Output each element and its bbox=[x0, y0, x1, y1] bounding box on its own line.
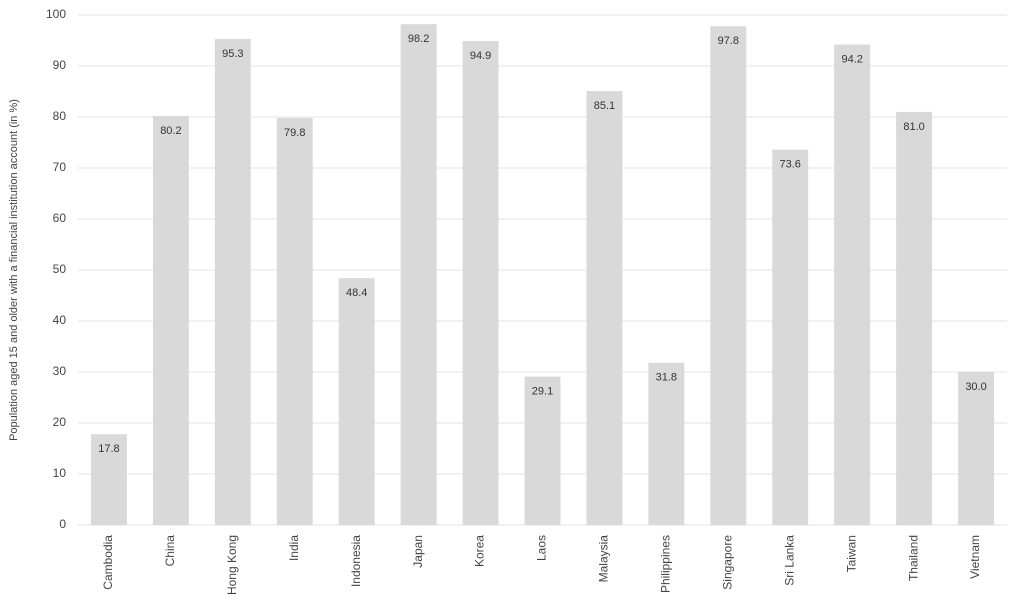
bar bbox=[834, 44, 871, 526]
value-label: 31.8 bbox=[656, 372, 677, 384]
value-label: 95.3 bbox=[222, 48, 243, 60]
x-tick-label: Philippines bbox=[659, 535, 673, 593]
value-label: 80.2 bbox=[160, 125, 181, 137]
y-tick-label: 90 bbox=[53, 58, 67, 72]
value-label: 73.6 bbox=[780, 159, 801, 171]
bar bbox=[896, 111, 933, 526]
x-tick-label: Thailand bbox=[906, 535, 920, 581]
y-tick-label: 0 bbox=[59, 517, 66, 531]
x-tick-label: Vietnam bbox=[968, 535, 982, 579]
value-label: 94.9 bbox=[470, 50, 491, 62]
bar bbox=[91, 434, 127, 525]
y-tick-label: 60 bbox=[53, 211, 67, 225]
bar bbox=[338, 278, 375, 525]
y-tick-label: 20 bbox=[53, 415, 67, 429]
bar bbox=[524, 376, 561, 525]
x-tick-label: Malaysia bbox=[597, 535, 611, 583]
bar bbox=[710, 26, 747, 525]
bar bbox=[276, 118, 313, 526]
x-tick-label: Hong Kong bbox=[225, 535, 239, 595]
bar bbox=[586, 90, 623, 526]
y-tick-label: 10 bbox=[53, 466, 67, 480]
x-tick-label: Singapore bbox=[720, 535, 734, 590]
y-tick-label: 30 bbox=[53, 364, 67, 378]
x-tick-label: China bbox=[163, 535, 177, 567]
bar bbox=[772, 149, 809, 525]
value-label: 81.0 bbox=[903, 121, 924, 133]
y-tick-label: 40 bbox=[53, 313, 67, 327]
x-tick-label: Japan bbox=[411, 535, 425, 568]
value-label: 30.0 bbox=[965, 381, 986, 393]
y-tick-label: 50 bbox=[53, 262, 67, 276]
value-label: 79.8 bbox=[284, 127, 305, 139]
value-label: 17.8 bbox=[98, 443, 119, 455]
x-tick-label: Indonesia bbox=[349, 535, 363, 587]
y-axis-label: Population aged 15 and older with a fina… bbox=[8, 99, 20, 441]
bar bbox=[152, 115, 189, 525]
bar bbox=[214, 38, 251, 525]
value-label: 97.8 bbox=[718, 35, 739, 47]
bar bbox=[648, 362, 685, 525]
bar bbox=[462, 41, 499, 525]
x-tick-label: Sri Lanka bbox=[782, 535, 796, 586]
x-tick-label: India bbox=[287, 535, 301, 561]
value-label: 85.1 bbox=[594, 100, 615, 112]
x-tick-label: Korea bbox=[473, 535, 487, 567]
x-tick-label: Taiwan bbox=[844, 535, 858, 572]
value-label: 48.4 bbox=[346, 287, 367, 299]
bar bbox=[400, 24, 437, 526]
value-label: 98.2 bbox=[408, 33, 429, 45]
value-label: 94.2 bbox=[841, 53, 862, 65]
x-tick-label: Laos bbox=[535, 535, 549, 561]
y-tick-label: 100 bbox=[46, 7, 66, 21]
x-tick-label: Cambodia bbox=[101, 535, 115, 590]
y-tick-label: 80 bbox=[53, 109, 67, 123]
y-tick-label: 70 bbox=[53, 160, 67, 174]
value-label: 29.1 bbox=[532, 385, 553, 397]
bar bbox=[958, 372, 994, 525]
